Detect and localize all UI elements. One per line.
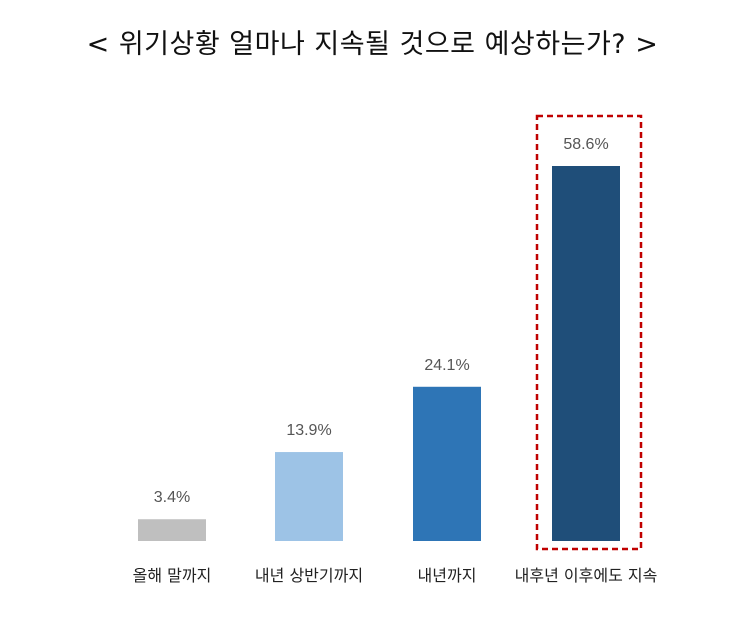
category-label: 내년 상반기까지: [255, 566, 363, 585]
bar-value-label: 13.9%: [286, 422, 331, 439]
bar-2: [275, 452, 343, 541]
category-label: 내년까지: [418, 566, 477, 585]
category-label: 내후년 이후에도 지속: [515, 566, 658, 585]
bar-value-label: 58.6%: [563, 136, 608, 153]
bar-4: [552, 166, 620, 541]
category-label: 올해 말까지: [133, 566, 212, 585]
bar-1: [138, 519, 206, 541]
highlight-box: [535, 114, 643, 551]
bar-value-label: 24.1%: [424, 357, 469, 374]
bar-value-label: 3.4%: [154, 489, 190, 506]
bar-3: [413, 386, 481, 541]
chart-title: < 위기상황 얼마나 지속될 것으로 예상하는가? >: [86, 29, 659, 60]
